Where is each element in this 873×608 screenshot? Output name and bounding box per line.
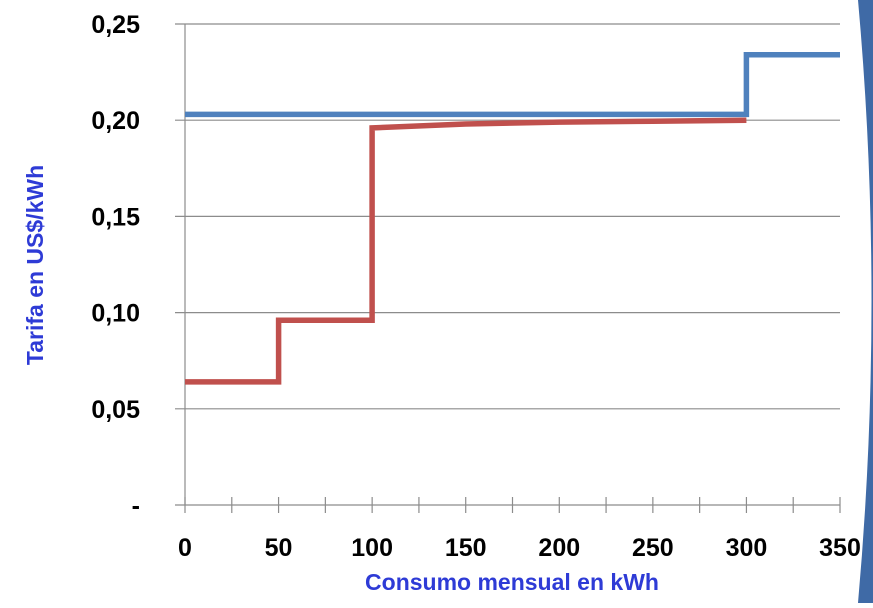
x-tick-label: 150 [445, 534, 487, 562]
x-tick-label: 200 [538, 534, 580, 562]
series-lines [185, 52, 840, 385]
tick-labels: - 0,05 0,10 0,15 0,20 0,25 0 50 100 150 200 250 300 3… [91, 11, 861, 562]
x-tick-label: 0 [178, 534, 192, 562]
y-tick-label: - [132, 492, 140, 520]
axes [175, 24, 841, 513]
series-line-2 [185, 117, 747, 385]
decorative-swoosh [858, 0, 873, 603]
grid-lines [175, 23, 840, 410]
y-tick-label: 0,10 [91, 300, 140, 328]
x-tick-label: 350 [819, 534, 861, 562]
series-line-1 [185, 52, 840, 118]
y-tick-label: 0,05 [91, 396, 140, 424]
x-tick-label: 50 [265, 534, 293, 562]
y-tick-label: 0,15 [91, 203, 140, 231]
y-tick-label: 0,25 [91, 11, 140, 39]
x-tick-label: 100 [351, 534, 393, 562]
x-axis-title: Consumo mensual en kWh [365, 569, 659, 595]
x-tick-label: 300 [726, 534, 768, 562]
x-tick-label: 250 [632, 534, 674, 562]
y-tick-label: 0,20 [91, 107, 140, 135]
y-axis-title: Tarifa en US$/kWh [22, 165, 48, 365]
